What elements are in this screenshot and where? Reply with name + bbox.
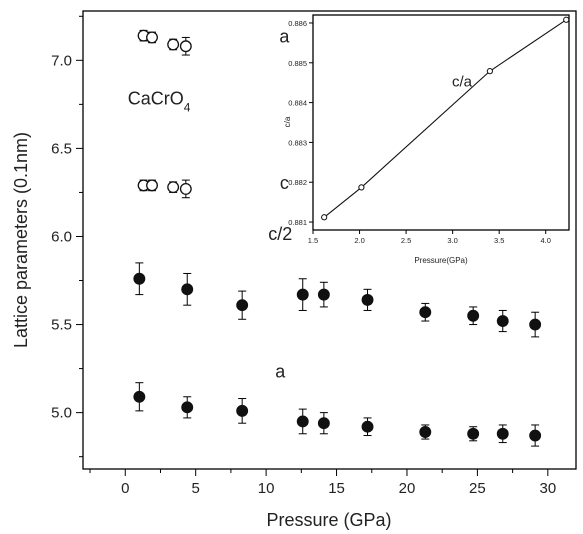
main-x-tick-label: 5 [192, 480, 200, 497]
annotation-a-open: a [279, 27, 290, 47]
main-series-0 [137, 29, 192, 56]
annotation-compound: CaCrO4 [128, 88, 191, 114]
inset-plot-frame [312, 14, 570, 231]
main-x-tick-label: 25 [469, 480, 486, 497]
annotation-a-filled: a [275, 361, 286, 381]
data-point [419, 306, 432, 319]
annotation-c-open: c [280, 173, 289, 193]
main-tick-labels: 0 5 10 15 20 25 30 5.0 5.5 6.0 6.5 7.0 [51, 52, 556, 497]
main-x-tick-label: 30 [539, 480, 556, 497]
main-series-3 [133, 382, 542, 447]
main-x-tick-label: 10 [258, 480, 275, 497]
inset-annotation: c/a [452, 74, 473, 91]
data-point [496, 427, 509, 440]
inset-x-tick-label: 2.5 [401, 236, 411, 245]
inset-y-tick-label: 0.881 [288, 218, 307, 227]
main-series-2 [133, 262, 542, 338]
inset-x-tick-label: 4.0 [541, 236, 551, 245]
main-y-tick-label: 6.5 [51, 140, 72, 157]
main-y-tick-label: 7.0 [51, 52, 72, 69]
inset-y-tick-label: 0.884 [288, 99, 307, 108]
data-point [419, 426, 432, 438]
inset-axis-ticks [309, 22, 547, 234]
data-point [236, 299, 249, 312]
main-axis-ticks [76, 15, 549, 476]
main-x-axis-label: Pressure (GPa) [266, 510, 391, 530]
inset-y-tick-label: 0.885 [288, 59, 307, 68]
data-point [467, 309, 480, 322]
data-point [529, 429, 542, 442]
data-point [361, 420, 374, 433]
inset-data-point [321, 214, 328, 221]
data-point [167, 38, 180, 51]
data-point [236, 404, 249, 417]
data-point [179, 182, 192, 195]
inset-series-line [323, 19, 567, 218]
data-point [181, 283, 194, 296]
data-point [181, 401, 194, 414]
main-plot-frame [82, 10, 577, 470]
data-point [146, 31, 158, 44]
inset-y-tick-label: 0.883 [288, 138, 307, 147]
main-x-tick-label: 0 [121, 480, 129, 497]
main-y-tick-label: 5.0 [51, 405, 72, 422]
inset-data-point [358, 184, 365, 191]
data-point [496, 315, 509, 327]
inset-data-point [486, 68, 493, 75]
inset-x-tick-label: 3.5 [494, 236, 504, 245]
inset-data-marks [321, 16, 570, 221]
main-annotations: a CaCrO4 c c/2 a [128, 27, 292, 382]
data-point [133, 390, 146, 403]
inset-x-tick-label: 1.5 [308, 236, 318, 245]
inset-series-0 [321, 16, 570, 221]
data-point [529, 318, 542, 331]
data-point [317, 417, 330, 430]
inset-x-axis-label: Pressure(GPa) [414, 256, 468, 265]
main-y-tick-label: 6.0 [51, 228, 72, 245]
data-point [133, 272, 146, 285]
inset-y-axis-label: c/a [283, 116, 292, 127]
annotation-c-half: c/2 [268, 224, 292, 244]
inset-x-tick-label: 2.0 [354, 236, 364, 245]
data-point [179, 40, 192, 53]
data-point [167, 181, 180, 194]
data-point [467, 427, 480, 440]
inset-x-tick-label: 3.0 [447, 236, 457, 245]
main-y-axis-label: Lattice parameters (0.1nm) [11, 132, 31, 348]
main-y-tick-label: 5.5 [51, 317, 72, 334]
main-x-tick-label: 20 [399, 480, 416, 497]
inset-y-tick-label: 0.886 [288, 19, 307, 28]
data-point [317, 288, 330, 301]
main-data-marks [133, 29, 542, 447]
data-point [361, 293, 374, 306]
data-point [296, 288, 309, 301]
inset-data-point [563, 16, 570, 23]
inset-y-tick-label: 0.882 [288, 178, 307, 187]
inset-tick-labels: 1.5 2.0 2.5 3.0 3.5 4.0 0.881 0.882 0.883 0.884 0.… [288, 19, 551, 245]
main-series-1 [137, 179, 192, 199]
main-x-tick-label: 15 [328, 480, 345, 497]
data-point [146, 179, 158, 192]
data-point [296, 415, 309, 428]
